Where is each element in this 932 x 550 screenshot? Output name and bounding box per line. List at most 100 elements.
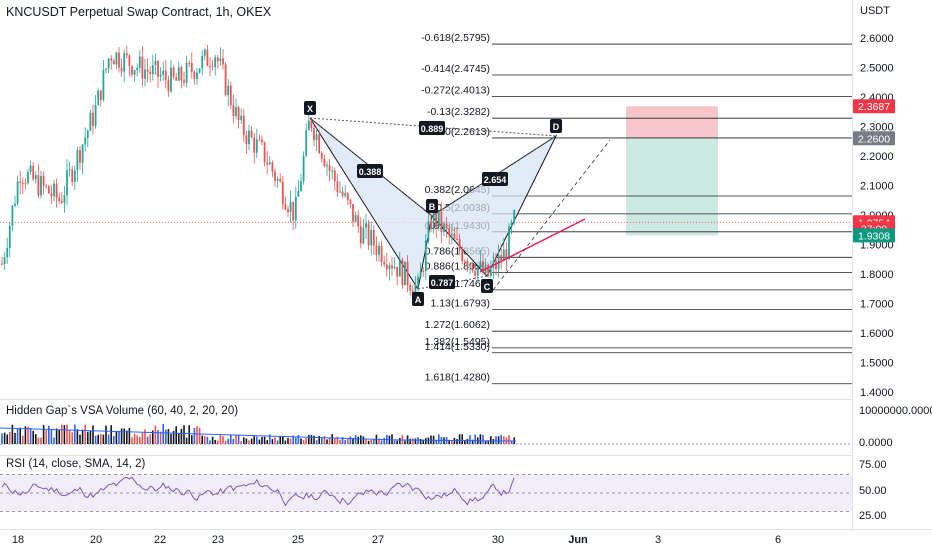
candle-body: [307, 120, 310, 131]
candle-body: [513, 210, 516, 223]
rsi-indicator-label[interactable]: RSI (14, close, SMA, 14, 2): [6, 458, 146, 470]
volume-bar: [105, 425, 107, 444]
rsi-line[interactable]: [1, 476, 515, 507]
candle-body: [11, 205, 14, 226]
candle-body: [404, 261, 406, 286]
candle-body: [318, 134, 321, 153]
rsi-pane-separator[interactable]: [0, 455, 852, 456]
candle-body: [237, 106, 240, 121]
take-profit-zone[interactable]: [626, 138, 718, 236]
candle-body: [508, 226, 510, 260]
volume-bar: [373, 439, 375, 444]
pattern-point-label: X: [307, 104, 313, 114]
time-axis-label: 20: [90, 534, 102, 546]
projection-line[interactable]: [492, 139, 611, 291]
candle-body: [344, 193, 347, 196]
volume-bar: [396, 440, 398, 444]
candle-body: [456, 238, 458, 240]
volume-indicator-label[interactable]: Hidden Gap`s VSA Volume (60, 40, 2, 20, …: [6, 405, 239, 417]
volume-bar: [393, 440, 396, 444]
volume-bar: [193, 427, 196, 444]
candle-body: [362, 227, 365, 244]
trend-line[interactable]: [479, 218, 586, 273]
volume-bar: [263, 436, 266, 444]
volume-bar: [71, 432, 73, 444]
pattern-ratio-badge[interactable]: [419, 121, 445, 135]
volume-bar: [422, 439, 424, 444]
volume-bar: [100, 434, 102, 444]
volume-bar: [341, 437, 344, 444]
volume-bar: [141, 432, 144, 444]
volume-bar: [188, 425, 190, 444]
volume-bar: [237, 434, 240, 444]
candle-body: [274, 171, 276, 181]
candle-body: [112, 60, 115, 65]
stop-loss-zone[interactable]: [626, 106, 718, 139]
candle-body: [50, 193, 53, 197]
candle-body: [391, 265, 393, 269]
candle-body: [94, 105, 97, 126]
candle-body: [313, 128, 315, 141]
candle-body: [92, 112, 94, 126]
candle-body: [336, 181, 339, 192]
volume-bar: [19, 427, 21, 444]
volume-bar: [276, 440, 279, 444]
candle-body: [346, 193, 349, 200]
volume-bar: [383, 437, 385, 444]
volume-bar: [84, 424, 86, 444]
volume-bar: [243, 437, 245, 444]
candle-body: [164, 70, 167, 80]
candle-body: [37, 175, 40, 196]
volume-bar: [180, 428, 183, 444]
pattern-point-marker[interactable]: [304, 101, 316, 115]
volume-bar: [66, 424, 68, 444]
volume-bar: [68, 430, 71, 444]
volume-bar: [323, 436, 326, 444]
candle-body: [105, 68, 107, 70]
pattern-point-marker[interactable]: [426, 199, 438, 213]
candle-body: [440, 211, 443, 232]
candle-body: [297, 191, 300, 197]
price-axis-label: 2.5000: [860, 63, 894, 75]
candle-body: [110, 58, 113, 61]
pattern-xab[interactable]: [309, 117, 433, 291]
volume-bar: [456, 439, 458, 444]
volume-bar: [362, 436, 365, 444]
volume-bar: [479, 434, 482, 444]
candle-body: [320, 152, 323, 159]
volume-bar: [326, 439, 328, 444]
candle-body: [172, 67, 175, 77]
candle-body: [375, 245, 378, 255]
rsi-axis-25: 25.00: [859, 510, 887, 522]
volume-bar: [391, 434, 393, 444]
candle-body: [284, 204, 287, 210]
volume-bar: [357, 436, 359, 444]
price-axis-label: 1.4000: [860, 387, 894, 399]
pattern-ratio-badge[interactable]: [482, 172, 508, 186]
price-axis: 2.60002.50002.40002.30002.20002.10002.00…: [853, 33, 895, 399]
volume-pane-separator[interactable]: [0, 399, 852, 400]
time-axis-label: 23: [212, 534, 224, 546]
candle-body: [487, 264, 490, 276]
volume-bar: [469, 435, 471, 444]
volume-bar: [279, 436, 281, 444]
time-axis-label: Jun: [568, 534, 588, 546]
volume-bar: [232, 438, 235, 444]
volume-bar: [40, 437, 42, 444]
candle-body: [458, 238, 461, 250]
candle-body: [60, 200, 63, 203]
volume-bar: [510, 440, 513, 444]
pattern-point-marker[interactable]: [481, 279, 493, 293]
volume-bar: [250, 438, 253, 444]
volume-bar: [495, 436, 497, 444]
pattern-ratio-badge[interactable]: [357, 164, 383, 178]
pattern-ratio-badge[interactable]: [429, 275, 455, 289]
candle-body: [380, 246, 383, 262]
candle-body: [89, 112, 92, 131]
candle-body: [482, 261, 484, 273]
volume-bar: [471, 439, 474, 444]
pattern-point-marker[interactable]: [412, 292, 424, 306]
pattern-point-marker[interactable]: [550, 119, 562, 133]
volume-bar: [313, 435, 315, 444]
